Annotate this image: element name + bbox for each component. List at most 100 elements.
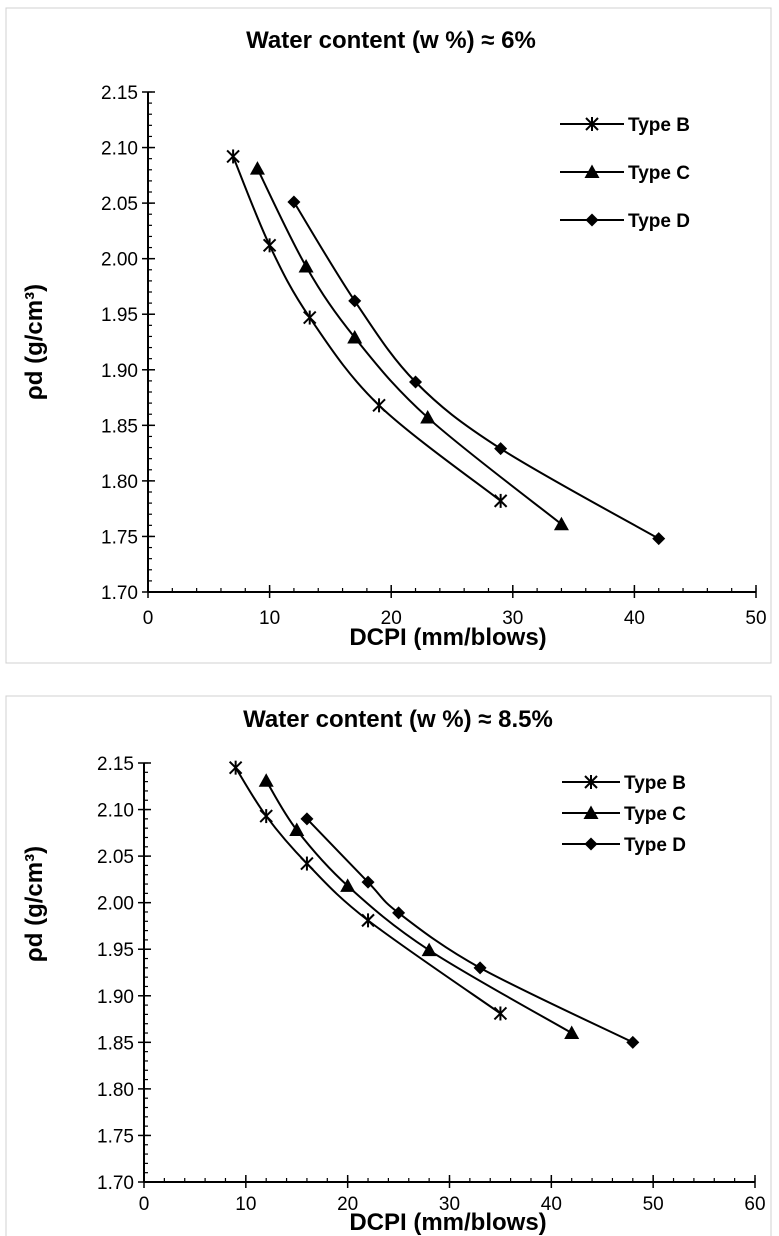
y-tick-label: 1.75: [97, 1126, 134, 1147]
legend-label: Type C: [628, 163, 690, 184]
x-tick-label: 30: [502, 608, 523, 629]
legend-label: Type D: [624, 835, 686, 856]
data-point: [300, 812, 314, 826]
y-tick-label: 1.80: [101, 472, 138, 493]
y-tick-label: 1.95: [101, 305, 138, 326]
series-line: [265, 780, 573, 1034]
y-tick-label: 2.10: [97, 801, 134, 822]
y-tick-label: 1.70: [101, 583, 138, 604]
data-point: [258, 773, 274, 787]
data-point: [340, 878, 356, 892]
series-line: [256, 168, 563, 526]
y-tick-label: 1.75: [101, 527, 138, 548]
data-point: [348, 294, 362, 308]
plot-area: 1.70 1.75 1.80 1.85 1.90 1.95 2.00 2.05 2.10 2.15…: [97, 754, 766, 1215]
data-point: [300, 856, 314, 871]
data-point: [303, 310, 317, 325]
data-point: [361, 913, 375, 928]
legend-marker: [585, 213, 599, 227]
x-tick-label: 40: [624, 608, 645, 629]
data-point: [372, 398, 386, 413]
data-point: [249, 161, 265, 175]
x-tick-label: 0: [139, 1194, 150, 1215]
x-axis-title: DCPI (mm/blows): [349, 1209, 546, 1236]
chart-water-8-5: Water content (w %) ≈ 8.5% 1.701.751.801…: [5, 695, 772, 1236]
data-point: [259, 809, 273, 824]
chart-water-6: Water content (w %) ≈ 6% 1.70 1.75 1.80 1.8…: [5, 7, 772, 664]
data-point: [564, 1025, 580, 1040]
data-point: [347, 330, 363, 344]
series-type-b: [226, 149, 508, 508]
legend-entry: Type C: [562, 804, 686, 825]
chart-frame: [5, 7, 772, 664]
y-tick-label: 1.80: [97, 1080, 134, 1101]
y-tick-label: 2.05: [101, 194, 138, 215]
data-point: [652, 532, 666, 546]
series-line: [306, 818, 634, 1044]
y-tick-label: 1.85: [97, 1033, 134, 1054]
data-point: [361, 875, 375, 889]
series-line: [293, 201, 660, 540]
legend-label: Type D: [628, 211, 690, 232]
legend-marker: [584, 775, 598, 789]
legend-entry: Type D: [560, 211, 690, 232]
y-tick-label: 2.00: [101, 250, 138, 271]
y-tick-label: 2.10: [101, 139, 138, 160]
x-tick-label: 30: [439, 1194, 460, 1215]
x-tick-label: 10: [235, 1194, 256, 1215]
series-type-c: [249, 161, 569, 531]
legend-marker: [583, 805, 599, 819]
data-point: [626, 1035, 640, 1049]
legend-marker: [584, 837, 598, 851]
chart-frame: [5, 695, 772, 1236]
data-point: [473, 961, 487, 975]
data-point: [493, 1006, 508, 1021]
legend-marker: [585, 117, 599, 131]
x-tick-label: 60: [744, 1194, 765, 1215]
legend-label: Type C: [624, 804, 686, 825]
data-point: [409, 375, 423, 389]
plot-area: 1.70 1.75 1.80 1.85 1.90 1.95 2.00 2.05 2.10 2.15…: [101, 83, 767, 629]
x-axis-title: DCPI (mm/blows): [349, 624, 546, 651]
x-tick-label: 10: [259, 608, 280, 629]
data-point: [262, 238, 277, 253]
legend-marker: [584, 164, 600, 178]
data-point: [226, 149, 240, 164]
y-tick-label: 1.90: [97, 987, 134, 1008]
x-tick-label: 0: [143, 608, 154, 629]
data-point: [392, 906, 406, 920]
y-tick-label: 2.15: [97, 754, 134, 775]
y-tick-label: 1.90: [101, 361, 138, 382]
series-type-d: [287, 195, 666, 546]
legend-entry: Type B: [562, 773, 686, 794]
data-point: [421, 942, 437, 957]
x-tick-label: 50: [745, 608, 766, 629]
data-point: [287, 195, 301, 209]
y-tick-label: 2.05: [97, 847, 134, 868]
chart-title: Water content (w %) ≈ 6%: [246, 27, 536, 54]
series-type-d: [300, 812, 640, 1049]
legend-entry: Type B: [560, 115, 690, 136]
x-tick-label: 20: [381, 608, 402, 629]
data-point: [494, 442, 508, 456]
series-type-b: [228, 760, 508, 1021]
data-point: [289, 822, 305, 837]
x-tick-label: 50: [643, 1194, 664, 1215]
data-point: [298, 258, 314, 273]
y-tick-label: 1.85: [101, 416, 138, 437]
series-type-c: [258, 773, 580, 1040]
x-tick-label: 40: [541, 1194, 562, 1215]
y-tick-label: 2.00: [97, 894, 134, 915]
legend-entry: Type D: [562, 835, 686, 856]
chart-title: Water content (w %) ≈ 8.5%: [243, 706, 553, 733]
data-point: [228, 760, 243, 775]
series-line: [232, 156, 502, 502]
legend-label: Type B: [624, 773, 686, 794]
data-point: [493, 493, 508, 508]
y-tick-label: 1.95: [97, 940, 134, 961]
data-point: [553, 516, 569, 531]
y-axis-title: ρd (g/cm³): [21, 284, 48, 400]
series-line: [234, 767, 501, 1015]
y-tick-label: 2.15: [101, 83, 138, 104]
